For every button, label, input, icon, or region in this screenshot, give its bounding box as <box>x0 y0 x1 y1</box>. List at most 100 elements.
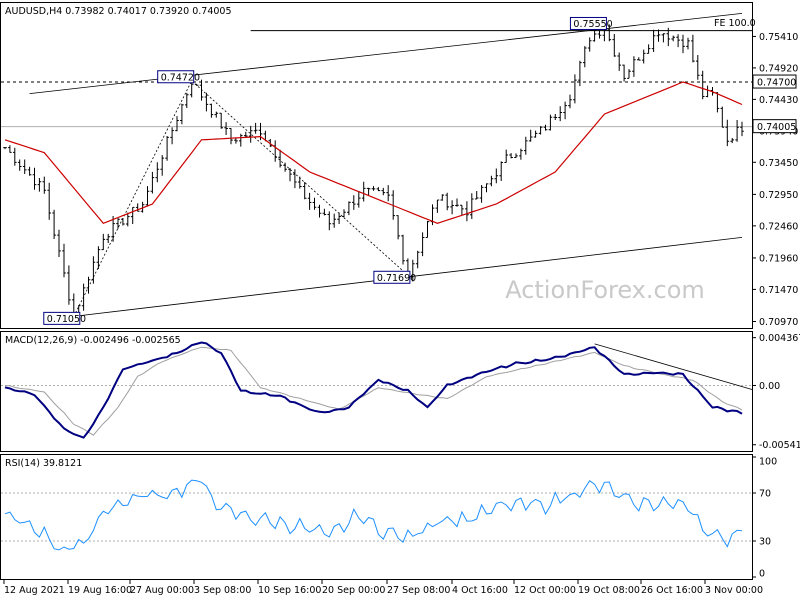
price-bar <box>62 243 66 278</box>
price-bar <box>278 149 282 168</box>
price-bar <box>420 232 425 257</box>
price-bar <box>52 209 56 239</box>
price-bar <box>366 187 371 196</box>
price-bar <box>656 29 661 42</box>
price-bar <box>47 182 51 220</box>
price-tick-label: 0.73450 <box>759 158 798 169</box>
time-tick-label: 27 Sep 08:00 <box>387 585 450 596</box>
price-bar <box>445 192 449 211</box>
rsi-tick-label: 30 <box>759 537 771 548</box>
price-bar <box>720 106 725 128</box>
price-bar <box>563 101 567 120</box>
price-bar <box>597 30 602 39</box>
time-tick-label: 26 Oct 16:00 <box>641 585 703 596</box>
price-bar <box>661 33 666 43</box>
price-bar <box>568 94 572 109</box>
price-bar <box>573 74 577 104</box>
price-bar <box>494 168 499 184</box>
price-bar <box>401 234 405 265</box>
price-bar <box>725 119 730 147</box>
price-bar <box>396 215 400 240</box>
price-bar <box>27 166 32 176</box>
price-bar <box>42 176 47 194</box>
price-bar <box>519 148 523 160</box>
price-bar <box>121 218 125 226</box>
time-tick-label: 12 Aug 2021 <box>4 585 65 596</box>
price-bar <box>298 176 302 189</box>
price-bar <box>386 185 390 202</box>
price-bar <box>553 114 558 120</box>
macd-layer <box>1 341 753 439</box>
price-bar <box>180 103 184 125</box>
price-bar <box>627 69 631 79</box>
price-level-label: 0.74700 <box>757 78 796 89</box>
macd-label: MACD(12,26,9) -0.002496 -0.002565 <box>5 335 181 346</box>
price-bar <box>239 133 243 147</box>
price-bar <box>504 149 508 163</box>
price-bar <box>322 208 327 216</box>
annotation-box <box>43 311 81 325</box>
price-bar <box>224 122 228 135</box>
price-bar <box>700 70 705 100</box>
price-bar <box>637 57 641 61</box>
price-bar <box>514 153 518 158</box>
time-tick-label: 27 Aug 00:00 <box>130 585 194 596</box>
time-tick-label: 20 Sep 00:00 <box>322 585 385 596</box>
price-bar <box>617 52 621 71</box>
price-bar <box>140 201 145 213</box>
price-tick-label: 0.70970 <box>759 317 798 328</box>
channel-line <box>29 12 743 94</box>
price-bar <box>730 138 734 144</box>
macd-tick-label: 0.00 <box>759 381 780 392</box>
price-bar <box>533 130 538 138</box>
symbol-header: AUDUSD,H4 0.73982 0.74017 0.73920 0.7400… <box>5 6 232 17</box>
price-bar <box>470 193 474 219</box>
watermark: ActionForex.com <box>505 276 705 304</box>
price-bar <box>583 46 587 68</box>
annotation-label: 0.71690 <box>377 273 416 284</box>
rsi-label: RSI(14) 39.8121 <box>5 458 82 469</box>
macd-trend-line <box>594 343 753 390</box>
annotation-label: 0.71050 <box>47 314 86 325</box>
annotation-box <box>373 270 411 284</box>
price-bar <box>101 233 106 251</box>
price-bar <box>248 125 253 143</box>
rsi-layer <box>1 479 752 551</box>
price-bar <box>543 124 548 131</box>
price-bar <box>735 120 739 142</box>
rsi-tick-label: 0 <box>759 569 765 580</box>
time-tick-label: 3 Sep 08:00 <box>194 585 251 596</box>
price-bar <box>676 34 680 48</box>
price-bar <box>32 167 37 190</box>
rsi-axis: 100 70 30 0 <box>752 456 777 580</box>
price-bar <box>651 29 656 52</box>
price-bar <box>509 153 513 159</box>
price-tick-label: 0.72950 <box>759 190 798 201</box>
price-bar <box>538 126 543 135</box>
price-bar <box>96 246 101 269</box>
price-bar <box>37 178 42 192</box>
price-bar <box>214 111 219 118</box>
moving-average-line <box>4 81 743 225</box>
price-bar <box>22 159 27 174</box>
price-bar <box>578 60 582 87</box>
price-tick-label: 0.72460 <box>759 221 798 232</box>
price-bar <box>632 56 636 77</box>
price-bar <box>327 211 332 231</box>
price-bar <box>465 201 469 222</box>
annotation-box <box>569 16 607 30</box>
price-bar <box>229 128 233 145</box>
price-bar <box>347 201 351 216</box>
price-bar <box>357 191 361 208</box>
price-bar <box>219 112 223 129</box>
rsi-line <box>4 479 743 551</box>
price-bar <box>479 185 484 203</box>
time-tick-label: 4 Oct 16:00 <box>452 585 508 596</box>
rsi-tick-label: 100 <box>759 457 777 468</box>
macd-tick-label: 0.004367 <box>759 333 800 344</box>
time-tick-label: 19 Oct 08:00 <box>578 585 640 596</box>
